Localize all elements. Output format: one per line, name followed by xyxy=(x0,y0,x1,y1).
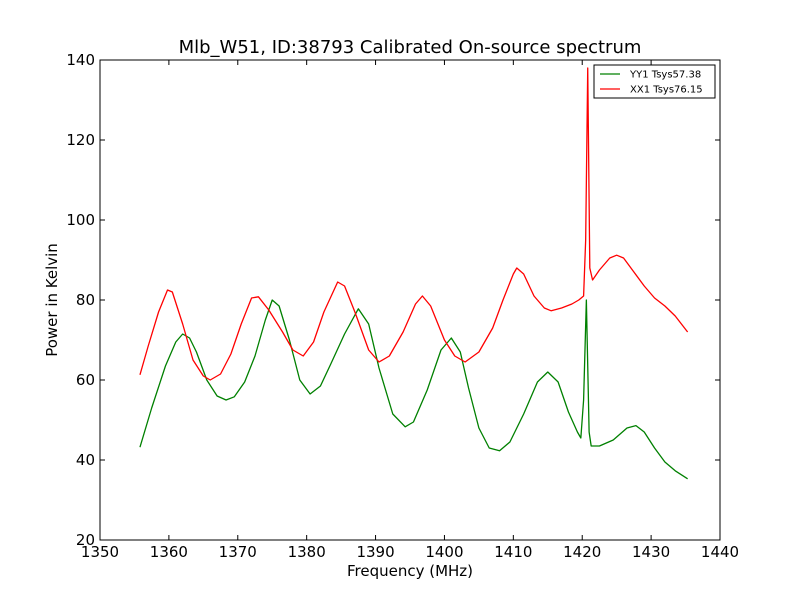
y-tick-label: 140 xyxy=(66,51,95,69)
x-tick-label: 1400 xyxy=(425,543,463,561)
x-tick-label: 1440 xyxy=(701,543,739,561)
y-tick-label: 20 xyxy=(76,531,95,549)
series-line-xx1 xyxy=(139,67,689,381)
x-tick-label: 1360 xyxy=(150,543,188,561)
series-line-yy1 xyxy=(139,299,688,480)
legend-label-xx1: XX1 Tsys76.15 xyxy=(630,85,703,96)
y-tick-label: 60 xyxy=(76,371,95,389)
y-tick-label: 100 xyxy=(66,211,95,229)
chart-title: Mlb_W51, ID:38793 Calibrated On-source s… xyxy=(179,37,642,58)
y-tick-label: 80 xyxy=(76,291,95,309)
y-tick-label: 120 xyxy=(66,131,95,149)
legend-box xyxy=(593,64,716,99)
x-tick-label: 1370 xyxy=(219,543,257,561)
legend-label-yy1: YY1 Tsys57.38 xyxy=(629,70,701,81)
plot-area xyxy=(100,60,720,540)
y-axis-label: Power in Kelvin xyxy=(43,243,61,357)
x-tick-label: 1350 xyxy=(81,543,119,561)
x-tick-label: 1430 xyxy=(632,543,670,561)
x-tick-label: 1420 xyxy=(563,543,601,561)
y-axis: 20 40 60 80 100 120 140 xyxy=(66,51,720,549)
series-layer xyxy=(139,67,689,480)
x-tick-label: 1390 xyxy=(356,543,394,561)
y-tick-label: 40 xyxy=(76,451,95,469)
x-axis: 1350 1360 1370 1380 1390 1400 1410 1420 1430 1440 xyxy=(81,60,739,561)
x-tick-label: 1410 xyxy=(494,543,532,561)
x-tick-label: 1380 xyxy=(288,543,326,561)
legend: YY1 Tsys57.38 XX1 Tsys76.15 xyxy=(593,64,716,99)
x-axis-label: Frequency (MHz) xyxy=(347,562,473,580)
